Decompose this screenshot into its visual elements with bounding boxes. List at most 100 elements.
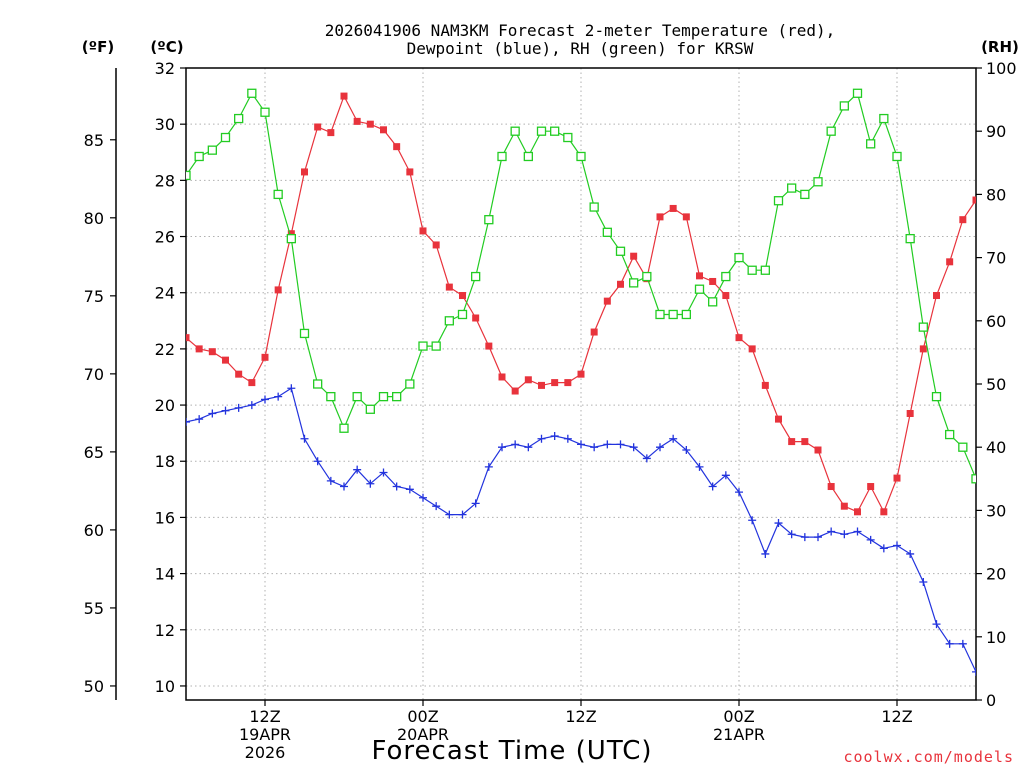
data-point-temperature [775, 415, 782, 423]
data-point-rh [207, 145, 217, 155]
data-point-temperature [880, 508, 888, 516]
data-point-rh [576, 151, 586, 162]
data-point-dewpoint [458, 510, 467, 519]
data-point-temperature [722, 292, 730, 300]
data-point-dewpoint [340, 482, 348, 491]
data-point-temperature [235, 370, 243, 378]
data-point-rh [471, 271, 481, 282]
data-point-dewpoint [366, 479, 375, 488]
data-point-dewpoint [958, 639, 967, 648]
data-point-temperature [735, 334, 743, 342]
data-point-temperature [748, 345, 756, 353]
rh-unit-label: (RH) [981, 38, 1019, 56]
data-point-rh [194, 151, 204, 162]
data-point-dewpoint [287, 384, 296, 393]
data-point-rh [642, 271, 652, 282]
data-point-rh [234, 113, 244, 124]
data-point-dewpoint [405, 485, 414, 494]
data-point-rh [260, 107, 270, 117]
data-point-rh [800, 189, 810, 200]
celsius-unit-label: (ºC) [150, 38, 183, 56]
data-point-temperature [577, 370, 585, 378]
data-point-rh [510, 126, 520, 136]
data-point-rh [602, 227, 612, 237]
data-point-temperature [524, 376, 532, 384]
data-point-rh [694, 284, 705, 294]
data-point-dewpoint [629, 443, 638, 452]
data-point-dewpoint [919, 578, 928, 587]
data-point-rh [826, 126, 836, 136]
data-point-rh [220, 132, 231, 143]
rh-tick-label: 20 [986, 565, 1006, 584]
chart-title-line-1: 2026041906 NAM3KM Forecast 2-meter Tempe… [325, 21, 836, 40]
data-point-rh [655, 309, 665, 320]
data-point-dewpoint [603, 440, 612, 449]
data-point-rh [563, 132, 573, 143]
data-point-dewpoint [221, 406, 230, 415]
rh-tick-label: 100 [986, 59, 1017, 78]
data-point-dewpoint [972, 667, 976, 676]
data-point-dewpoint [906, 549, 915, 558]
data-point-temperature [551, 379, 559, 387]
series-layer [186, 88, 976, 676]
data-point-temperature [340, 92, 348, 100]
data-point-rh [550, 126, 560, 136]
chart-title-line-2: Dewpoint (blue), RH (green) for KRSW [407, 39, 754, 58]
data-point-temperature [933, 292, 940, 300]
data-point-rh [615, 246, 626, 256]
rh-tick-label: 80 [986, 185, 1006, 204]
data-point-temperature [538, 381, 545, 389]
fahrenheit-unit-label: (ºF) [82, 38, 114, 56]
rh-tick-label: 50 [986, 375, 1006, 394]
time-tick-label: 00Z [723, 707, 754, 726]
data-point-dewpoint [550, 431, 559, 440]
data-point-rh [905, 233, 915, 244]
fahrenheit-tick-label: 70 [84, 365, 104, 384]
celsius-tick-label: 16 [155, 508, 175, 527]
time-tick-label: 12Z [881, 707, 912, 726]
data-point-rh [787, 183, 797, 193]
data-point-temperature [186, 334, 190, 342]
data-point-temperature [630, 252, 638, 260]
data-point-dewpoint [695, 462, 704, 471]
data-point-dewpoint [853, 527, 862, 536]
data-point-rh [523, 151, 533, 162]
data-point-temperature [472, 314, 480, 322]
data-point-dewpoint [379, 468, 388, 477]
data-point-rh [286, 233, 296, 244]
data-point-rh [760, 265, 770, 275]
data-point-temperature [603, 297, 611, 305]
data-point-temperature [854, 508, 861, 516]
series-1 [186, 384, 976, 676]
data-point-dewpoint [814, 533, 822, 542]
data-point-dewpoint [616, 440, 625, 449]
data-point-temperature [459, 292, 466, 300]
data-point-rh [747, 265, 757, 275]
data-point-temperature [432, 241, 440, 249]
rh-tick-label: 60 [986, 312, 1006, 331]
rh-tick-label: 70 [986, 249, 1006, 268]
data-point-temperature [919, 345, 927, 353]
celsius-tick-label: 18 [155, 452, 175, 471]
data-point-temperature [709, 277, 717, 285]
data-point-rh [708, 297, 718, 307]
data-point-dewpoint [563, 434, 572, 443]
time-tick-label: 12Z [249, 707, 280, 726]
data-point-dewpoint [590, 443, 599, 452]
data-point-dewpoint [313, 457, 322, 466]
data-point-temperature [208, 348, 216, 356]
data-point-rh [378, 391, 389, 402]
data-point-temperature [314, 123, 322, 131]
data-point-temperature [788, 438, 796, 446]
celsius-tick-label: 12 [155, 621, 175, 640]
data-point-temperature [393, 143, 401, 151]
data-point-temperature [906, 409, 914, 417]
data-point-temperature [445, 283, 453, 291]
data-point-temperature [406, 168, 414, 176]
data-point-rh [958, 442, 968, 452]
data-point-temperature [261, 353, 269, 361]
data-point-dewpoint [195, 415, 204, 424]
fahrenheit-tick-label: 65 [84, 443, 104, 462]
data-point-rh [945, 429, 955, 440]
